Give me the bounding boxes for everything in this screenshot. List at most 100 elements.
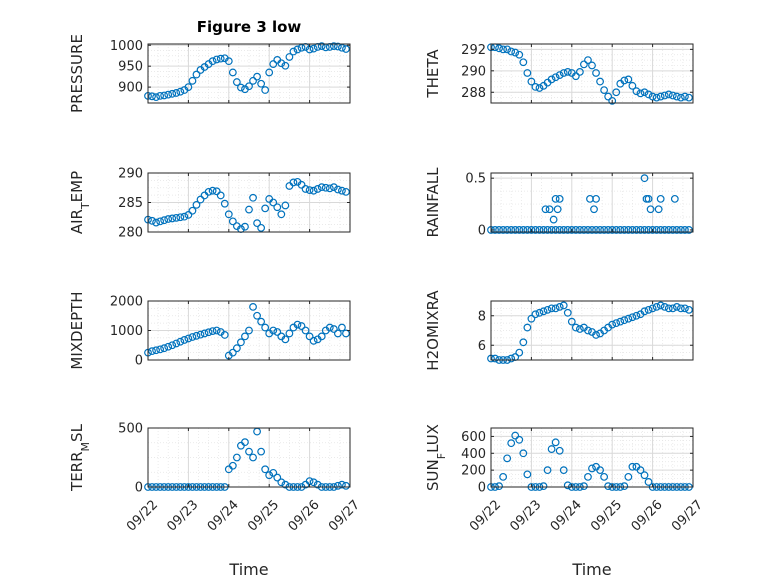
- data-point: [281, 61, 290, 70]
- data-point: [640, 471, 649, 480]
- y-axis-label-tail: SL: [68, 423, 86, 442]
- data-point: [321, 183, 330, 192]
- x-tick-label: 09/27: [669, 497, 706, 534]
- data-point: [301, 326, 310, 335]
- data-point: [224, 57, 233, 66]
- data-point: [503, 226, 512, 234]
- data-point: [588, 61, 596, 70]
- data-point: [301, 185, 310, 193]
- data-point: [152, 93, 160, 102]
- data-point: [670, 194, 679, 203]
- data-point: [220, 199, 229, 208]
- data-point: [571, 226, 580, 234]
- subplot-title: Figure 3 low: [197, 18, 302, 36]
- data-point: [668, 226, 677, 234]
- data-point: [196, 195, 205, 204]
- data-point: [612, 319, 621, 328]
- data-point: [289, 178, 298, 187]
- data-point: [584, 56, 592, 64]
- data-point: [612, 226, 621, 234]
- data-point: [636, 226, 645, 234]
- data-point: [237, 338, 245, 347]
- data-point: [273, 203, 282, 212]
- data-point: [495, 44, 503, 53]
- subplot-6: 6 8 H2OMIXRA: [424, 290, 694, 371]
- data-point: [543, 466, 552, 475]
- data-point: [519, 226, 528, 234]
- data-point: [608, 226, 617, 234]
- data-point: [148, 216, 156, 225]
- data-point: [176, 87, 185, 96]
- y-tick-label: 288: [461, 86, 486, 101]
- y-tick-label: 1000: [110, 324, 143, 339]
- data-point: [592, 194, 600, 203]
- y-tick-label: 900: [118, 81, 143, 96]
- data-point: [333, 329, 342, 338]
- data-point: [580, 60, 588, 69]
- data-point: [628, 81, 637, 90]
- data-point: [507, 47, 516, 56]
- data-point: [547, 445, 556, 453]
- data-point: [668, 304, 677, 313]
- data-point: [664, 304, 673, 313]
- data-point: [527, 314, 536, 323]
- x-tick-label: 09/23: [164, 497, 201, 534]
- y-axis-label: SUNFLUX: [424, 424, 448, 491]
- data-point: [212, 187, 221, 196]
- data-point: [668, 91, 677, 100]
- x-tick-label: 09/26: [629, 497, 666, 534]
- data-point: [196, 330, 205, 339]
- y-axis-label-subscript: M: [79, 442, 92, 452]
- data-point: [580, 226, 588, 234]
- data-point: [257, 447, 266, 456]
- data-point: [527, 226, 536, 234]
- y-tick-label: 1000: [110, 39, 143, 54]
- data-point: [188, 206, 197, 215]
- data-point: [616, 317, 625, 326]
- y-axis-label-subscript: T: [79, 202, 92, 210]
- data-point: [551, 304, 560, 313]
- data-point: [539, 226, 548, 234]
- data-point: [559, 69, 568, 77]
- data-point: [192, 70, 201, 79]
- data-point: [289, 47, 298, 56]
- data-point: [656, 194, 665, 203]
- data-point: [620, 316, 629, 325]
- data-point: [575, 325, 584, 333]
- y-axis-label-main: TERR: [68, 451, 86, 492]
- data-point: [563, 308, 572, 317]
- data-point: [584, 326, 592, 335]
- data-point: [269, 326, 278, 335]
- data-point: [499, 45, 508, 54]
- data-point: [188, 76, 197, 85]
- y-axis-label: PRESSURE: [68, 34, 86, 113]
- x-tick-label: 09/25: [588, 497, 625, 534]
- data-point: [571, 72, 580, 81]
- data-point: [640, 174, 649, 183]
- y-tick-label: 280: [118, 226, 143, 241]
- data-point: [503, 454, 512, 463]
- data-point: [523, 226, 532, 234]
- y-axis-label-main: SUN: [424, 459, 442, 491]
- y-tick-label: 290: [461, 64, 486, 79]
- data-point: [333, 42, 342, 51]
- data-point: [515, 435, 524, 444]
- data-point: [507, 439, 516, 448]
- data-point: [644, 194, 653, 203]
- data-point: [632, 226, 641, 234]
- data-point: [156, 345, 165, 354]
- data-point: [160, 344, 169, 353]
- x-axis-label: Time: [228, 560, 268, 579]
- data-point: [216, 54, 225, 63]
- data-point: [656, 301, 665, 310]
- data-point: [628, 313, 637, 322]
- data-point: [551, 73, 560, 82]
- data-point: [184, 334, 193, 343]
- data-point: [325, 323, 334, 332]
- data-point: [216, 191, 225, 200]
- data-point: [600, 226, 609, 234]
- data-point: [600, 86, 609, 95]
- data-point: [160, 91, 169, 100]
- data-point: [281, 201, 290, 210]
